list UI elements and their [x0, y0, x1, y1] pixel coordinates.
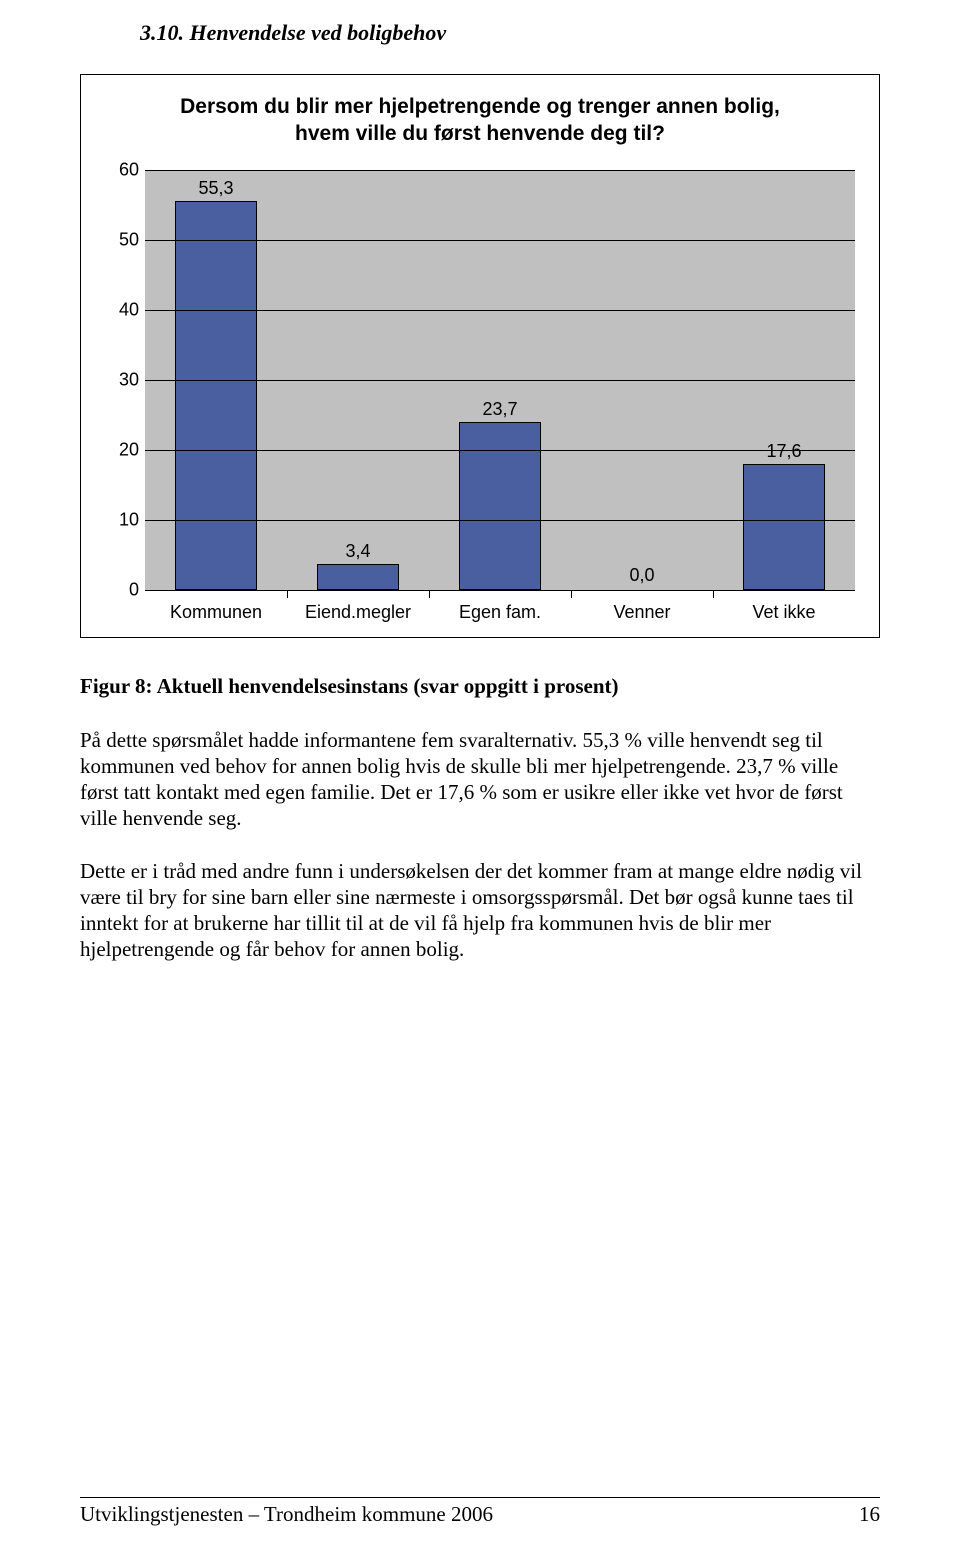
bar-value-label: 55,3 — [198, 178, 233, 199]
x-axis: KommunenEiend.meglerEgen fam.VennerVet i… — [145, 602, 855, 623]
x-category-label: Egen fam. — [429, 602, 571, 623]
bar-value-label: 0,0 — [629, 565, 654, 586]
y-tick-label: 20 — [119, 439, 139, 460]
category-separator — [571, 590, 572, 598]
y-tick-label: 60 — [119, 159, 139, 180]
y-tick-label: 0 — [129, 579, 139, 600]
category-separator — [287, 590, 288, 598]
gridline — [145, 240, 855, 241]
gridline — [145, 520, 855, 521]
chart-title: Dersom du blir mer hjelpetrengende og tr… — [105, 93, 855, 148]
x-category-label: Eiend.megler — [287, 602, 429, 623]
gridline — [145, 450, 855, 451]
chart-plot: 0102030405060 55,33,423,70,017,6 Kommune… — [105, 170, 855, 623]
y-tick-label: 50 — [119, 229, 139, 250]
section-heading: 3.10. Henvendelse ved boligbehov — [140, 20, 880, 46]
bar — [317, 564, 399, 590]
category-separator — [429, 590, 430, 598]
y-tick-label: 30 — [119, 369, 139, 390]
bar-value-label: 23,7 — [482, 399, 517, 420]
x-category-label: Vet ikke — [713, 602, 855, 623]
y-axis: 0102030405060 — [105, 170, 145, 590]
y-tick-label: 10 — [119, 509, 139, 530]
y-tick-label: 40 — [119, 299, 139, 320]
body-paragraph-2: Dette er i tråd med andre funn i undersø… — [80, 858, 880, 963]
page: 3.10. Henvendelse ved boligbehov Dersom … — [0, 0, 960, 1555]
bar-value-label: 3,4 — [345, 541, 370, 562]
page-footer: Utviklingstjenesten – Trondheim kommune … — [80, 1497, 880, 1527]
bar — [175, 201, 257, 590]
category-separator — [713, 590, 714, 598]
gridline — [145, 170, 855, 171]
gridline — [145, 590, 855, 591]
gridline — [145, 310, 855, 311]
bar — [743, 464, 825, 589]
chart-title-line1: Dersom du blir mer hjelpetrengende og tr… — [180, 95, 780, 118]
x-category-label: Kommunen — [145, 602, 287, 623]
bar-value-label: 17,6 — [766, 441, 801, 462]
bar — [459, 422, 541, 590]
plot-background: 55,3 3,4 23,7 0,0 17,6 — [145, 170, 855, 590]
footer-rule — [80, 1497, 880, 1498]
chart-container: Dersom du blir mer hjelpetrengende og tr… — [80, 74, 880, 638]
body-paragraph-1: På dette spørsmålet hadde informantene f… — [80, 727, 880, 832]
footer-text: Utviklingstjenesten – Trondheim kommune … — [80, 1502, 493, 1527]
figure-caption: Figur 8: Aktuell henvendelsesinstans (sv… — [80, 674, 880, 699]
x-category-label: Venner — [571, 602, 713, 623]
gridline — [145, 380, 855, 381]
page-number: 16 — [859, 1502, 880, 1527]
chart-title-line2: hvem ville du først henvende deg til? — [295, 122, 665, 145]
